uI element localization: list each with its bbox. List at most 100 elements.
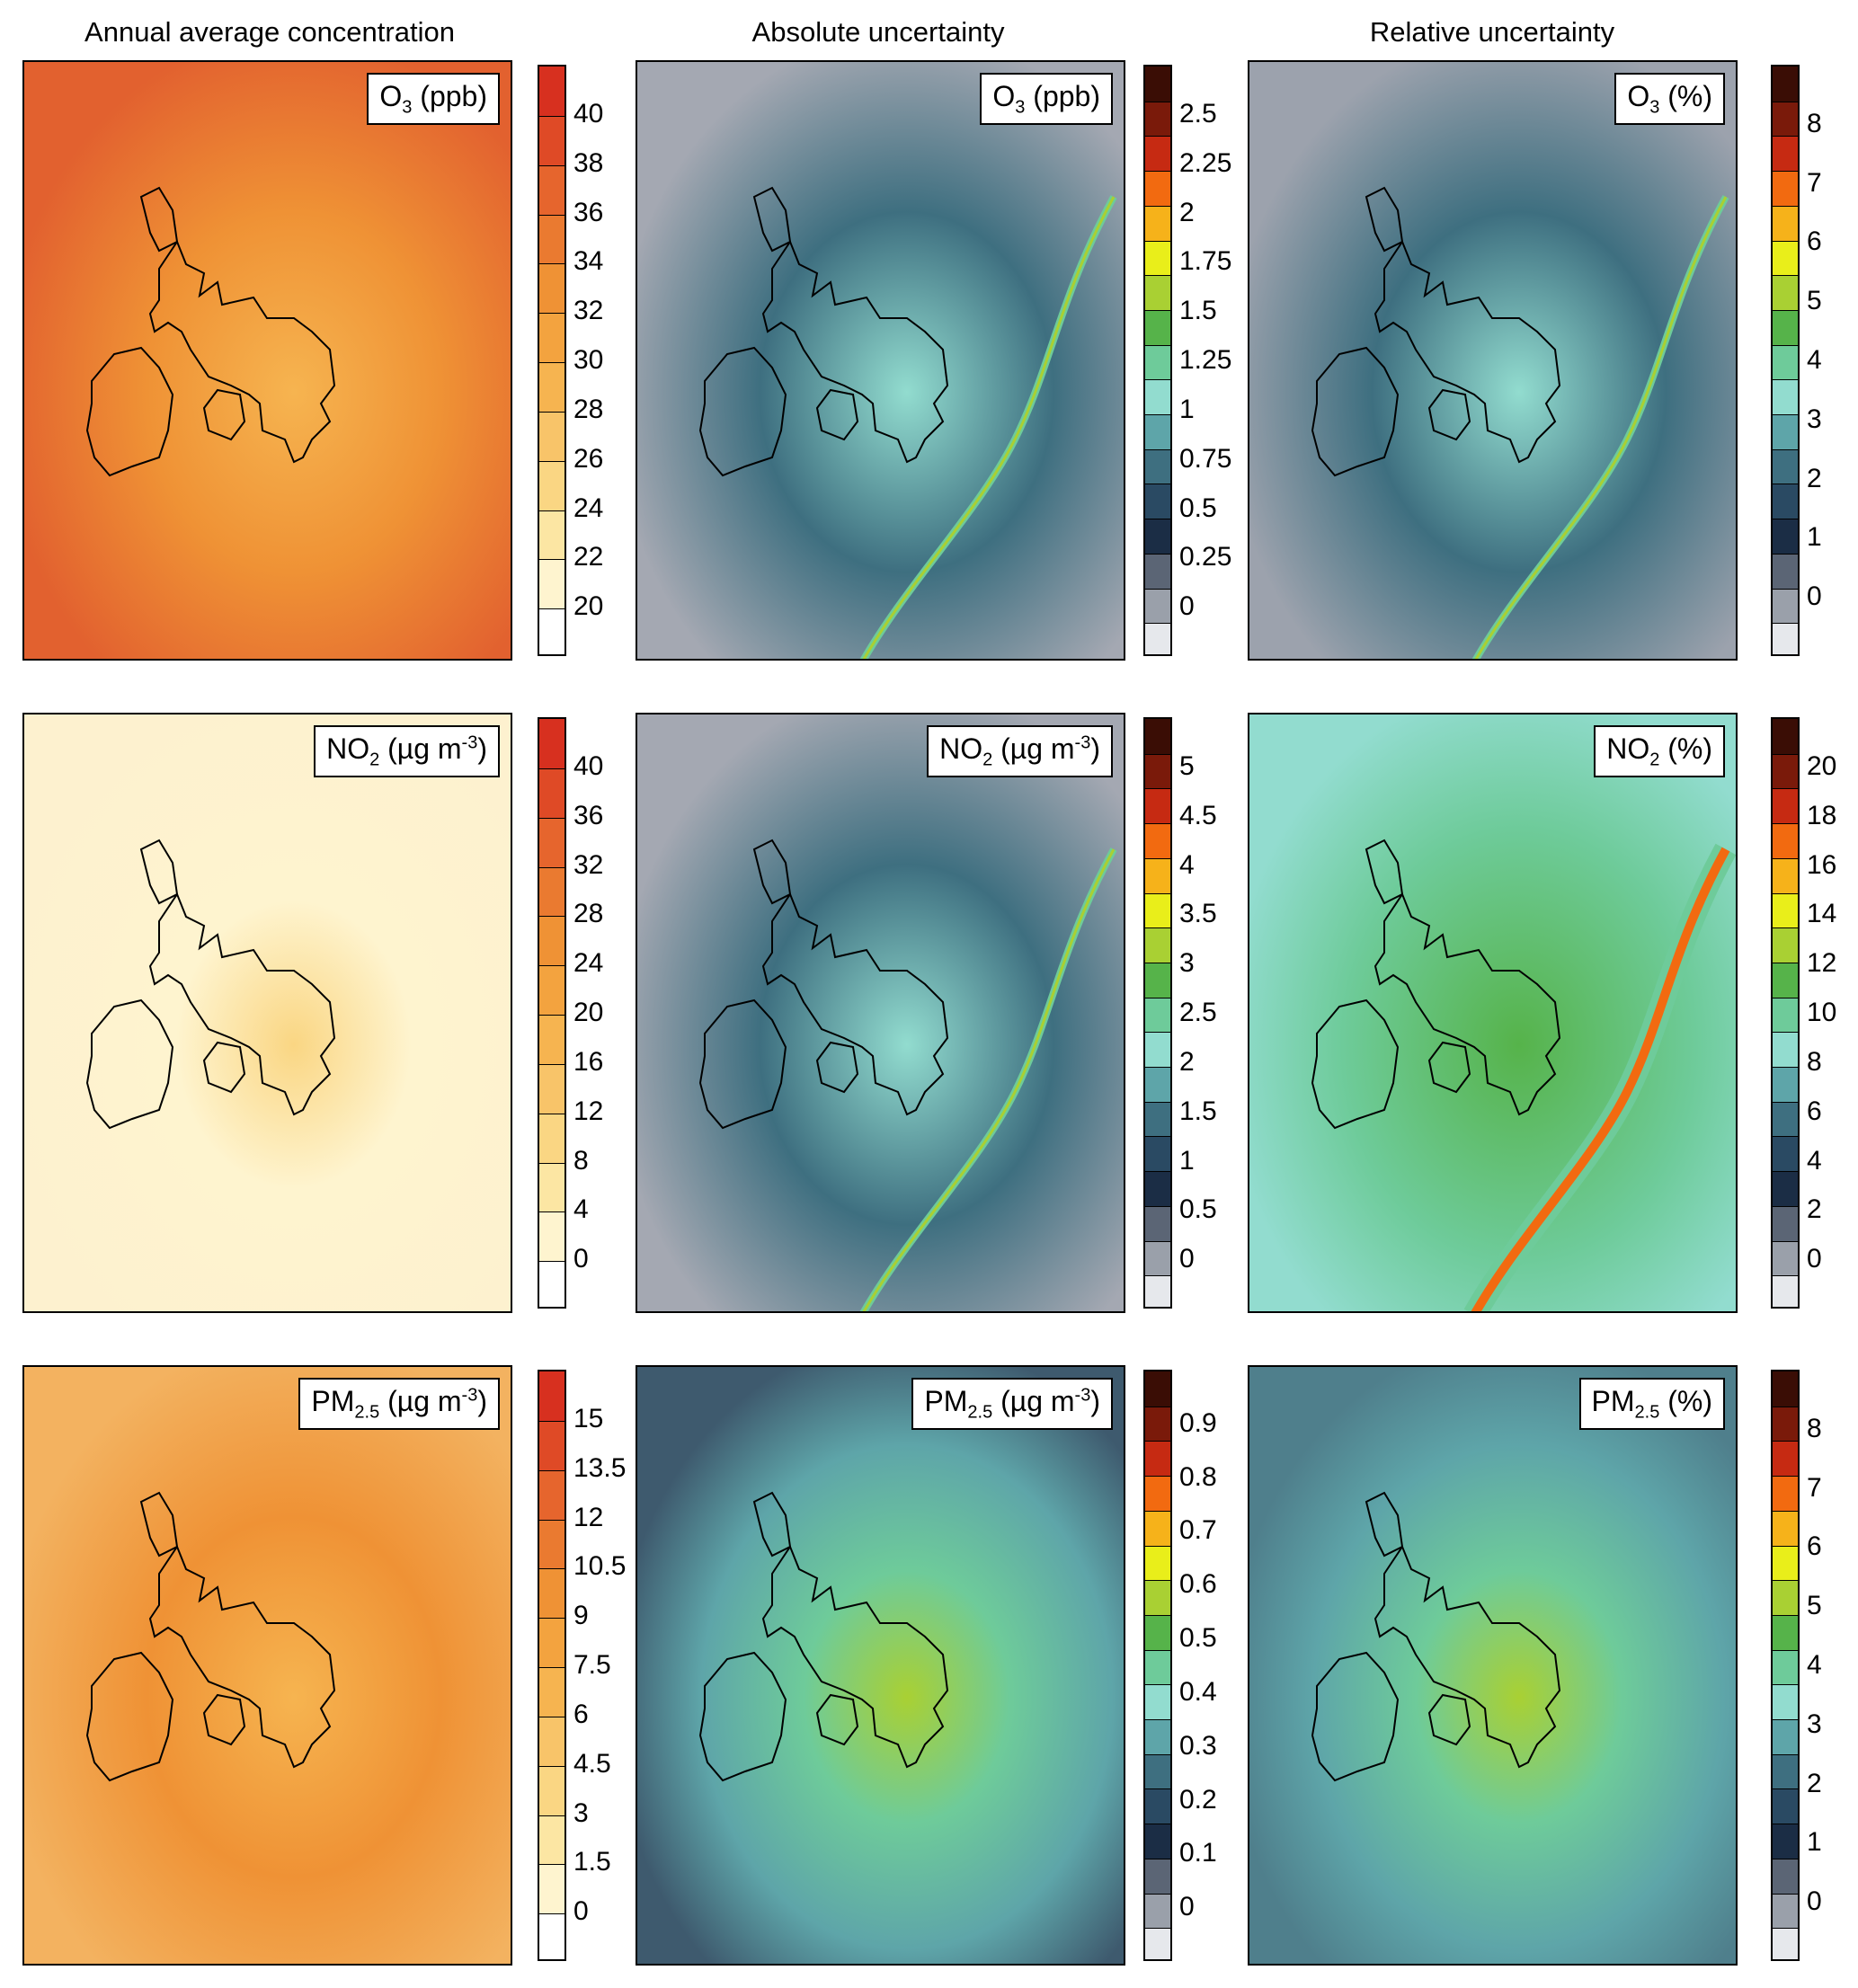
colorbar-segment — [1145, 1545, 1170, 1582]
colorbar-segment — [1145, 1032, 1170, 1069]
colorbar-tick-label: 24 — [573, 948, 604, 979]
colorbar-tick-label: 16 — [1807, 849, 1837, 880]
colorbar-tick-label: 40 — [573, 98, 604, 129]
map-panel-no2-conc: NO2 (µg m-3) — [22, 713, 512, 1313]
colorbar-segment — [1773, 1719, 1798, 1755]
species-name: NO — [939, 732, 983, 765]
species-name: PM — [311, 1385, 355, 1417]
colorbar-tick-label: 7.5 — [573, 1650, 611, 1680]
colorbar-scale — [538, 65, 566, 656]
colorbar-segment — [1773, 1614, 1798, 1651]
colorbar-segment — [1773, 788, 1798, 825]
colorbar-segment — [1145, 1719, 1170, 1755]
colorbar-segment — [1145, 553, 1170, 590]
colorbar-tick-label: 20 — [573, 998, 604, 1027]
map-panel-pm25-rel: PM2.5 (%) — [1248, 1365, 1738, 1966]
colorbar-segment — [1773, 484, 1798, 520]
coastline-great-britain — [761, 892, 949, 1116]
map-field — [24, 62, 511, 659]
shipping-lane-core — [862, 848, 1116, 1311]
colorbar-segment — [1773, 1893, 1798, 1930]
panel-label-no2-conc: NO2 (µg m-3) — [314, 725, 500, 778]
coastline-great-britain — [761, 1544, 949, 1769]
colorbar-tick-label: 4 — [1179, 849, 1195, 880]
panel-label-o3-rel: O3 (%) — [1614, 73, 1725, 126]
colorbar-segment — [539, 1261, 565, 1307]
colorbar-tick-label: 2 — [1179, 1046, 1195, 1077]
unit-superscript: -3 — [1074, 1385, 1091, 1406]
species-subscript: 2.5 — [967, 1402, 993, 1423]
colorbar-segment — [1773, 1136, 1798, 1173]
species-subscript: 2 — [1649, 750, 1660, 770]
unit-tail: ) — [1090, 1385, 1100, 1417]
colorbar-segment — [1773, 623, 1798, 654]
colorbar-segment — [539, 608, 565, 654]
colorbar-segment — [1773, 1441, 1798, 1478]
map-field — [637, 714, 1124, 1311]
colorbar-segment — [539, 1113, 565, 1164]
colorbar-segment — [539, 263, 565, 315]
colorbar-segment — [539, 1420, 565, 1471]
colorbar-tick-label: 2.25 — [1179, 147, 1232, 178]
colorbar-segment — [1773, 1928, 1798, 1959]
colorbar-segment — [1145, 753, 1170, 790]
colorbar-scale — [538, 1370, 566, 1961]
colorbar-segment — [1145, 379, 1170, 416]
coastline-great-britain — [148, 892, 336, 1116]
panel-label-pm25-rel: PM2.5 (%) — [1578, 1378, 1725, 1431]
colorbar-tick-label: 6 — [1807, 1096, 1822, 1126]
coastline-great-britain — [148, 239, 336, 464]
map-no2-abs — [637, 714, 1124, 1311]
colorbar-tick-label: 34 — [573, 246, 604, 277]
map-panel-pm25-abs: PM2.5 (µg m-3) — [636, 1365, 1125, 1966]
species-name: PM — [924, 1385, 968, 1417]
map-panel-pm25-conc: PM2.5 (µg m-3) — [22, 1365, 512, 1966]
colorbar-tick-label: 9 — [573, 1601, 589, 1631]
colorbar-segment — [1773, 344, 1798, 381]
colorbar-tick-label: 12 — [1807, 948, 1837, 979]
colorbar-tick-label: 1 — [1807, 522, 1822, 553]
colorbar-segment — [539, 1765, 565, 1816]
panel-label-o3-abs: O3 (ppb) — [980, 73, 1113, 126]
colorbar-segment — [1773, 1684, 1798, 1721]
colorbar-o3-conc: 40 38 36 34 32 30 28 26 24 22 20 — [538, 65, 618, 656]
colorbar-segment — [539, 1568, 565, 1620]
shipping-lane-core — [862, 196, 1116, 659]
colorbar-segment — [1773, 1240, 1798, 1277]
colorbar-tick-label: 2.5 — [1179, 98, 1217, 129]
colorbar-tick-label: 1 — [1807, 1827, 1822, 1858]
colorbar-segment — [1145, 623, 1170, 654]
colorbar-tick-label: 0.6 — [1179, 1569, 1217, 1600]
colorbar-segment — [1773, 136, 1798, 173]
unit-tail: ) — [1090, 732, 1100, 765]
colorbar-segment — [1145, 136, 1170, 173]
colorbar-segment — [1145, 1614, 1170, 1651]
colorbar-no2-rel: 20 18 16 14 12 10 8 6 4 2 0 — [1771, 717, 1852, 1309]
coastline-ireland — [1311, 346, 1400, 477]
colorbar-segment — [539, 1162, 565, 1213]
colorbar-tick-label: 26 — [573, 443, 604, 474]
colorbar-segment — [1145, 1510, 1170, 1547]
colorbar-tick-label: 6 — [1807, 1531, 1822, 1562]
species-subscript: 2 — [982, 750, 993, 770]
colorbar-segment — [1773, 448, 1798, 485]
colorbar-tick-label: 0.5 — [1179, 1623, 1217, 1654]
colorbar-segment — [539, 1063, 565, 1114]
unit-tail: ) — [477, 1385, 487, 1417]
colorbar-segment — [1145, 1067, 1170, 1103]
colorbar-tick-label: 20 — [573, 591, 604, 622]
colorbar-no2-conc: 40 36 32 28 24 20 16 12 8 4 0 — [538, 717, 618, 1309]
unit-superscript: -3 — [461, 732, 478, 753]
colorbar-tick-label: 3 — [1807, 1708, 1822, 1739]
colorbar-tick-label: 1.5 — [1179, 296, 1217, 326]
colorbar-segment — [1145, 1441, 1170, 1478]
colorbar-tick-label: 0.25 — [1179, 542, 1232, 572]
colorbar-segment — [539, 916, 565, 967]
colorbar-segment — [1145, 1275, 1170, 1307]
map-field — [637, 62, 1124, 659]
colorbar-tick-label: 0.1 — [1179, 1838, 1217, 1868]
colorbar-segment — [1145, 1824, 1170, 1859]
colorbar-tick-label: 32 — [573, 849, 604, 880]
colorbar-tick-label: 0 — [573, 1244, 589, 1274]
colorbar-tick-label: 28 — [573, 394, 604, 424]
